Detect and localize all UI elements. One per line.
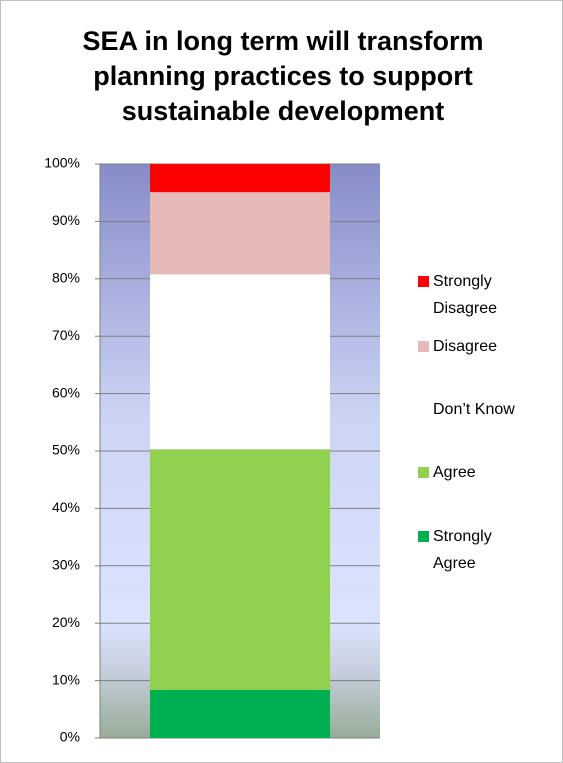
- y-tick-label: 60%: [52, 384, 80, 400]
- y-tick-label: 70%: [52, 327, 80, 343]
- legend-label: Agree: [433, 464, 476, 481]
- legend-swatch: [418, 341, 429, 352]
- y-tick-label: 40%: [52, 499, 80, 515]
- legend-swatch: [418, 467, 429, 478]
- legend-label: Disagree: [433, 338, 498, 355]
- y-tick-label: 50%: [52, 442, 80, 458]
- bar-segment: [150, 689, 330, 738]
- bar-segment: [150, 164, 330, 193]
- bar-segment: [150, 274, 330, 450]
- bar-segment: [150, 449, 330, 690]
- legend-label: Strongly Agree: [433, 528, 492, 572]
- chart-title: SEA in long term will transform planning…: [82, 26, 484, 126]
- bar-segment: [150, 192, 330, 275]
- legend-swatch: [418, 531, 429, 542]
- legend-label: Don’t Know: [433, 401, 515, 418]
- legend-label: Strongly Disagree: [433, 273, 498, 317]
- y-tick-label: 90%: [52, 212, 80, 228]
- y-tick-label: 0%: [60, 729, 80, 745]
- legend-swatch: [418, 404, 429, 415]
- y-tick-label: 80%: [52, 270, 80, 286]
- y-tick-label: 20%: [52, 614, 80, 630]
- y-tick-label: 30%: [52, 557, 80, 573]
- y-tick-label: 100%: [44, 155, 80, 171]
- y-tick-label: 10%: [52, 671, 80, 687]
- legend-swatch: [418, 276, 429, 287]
